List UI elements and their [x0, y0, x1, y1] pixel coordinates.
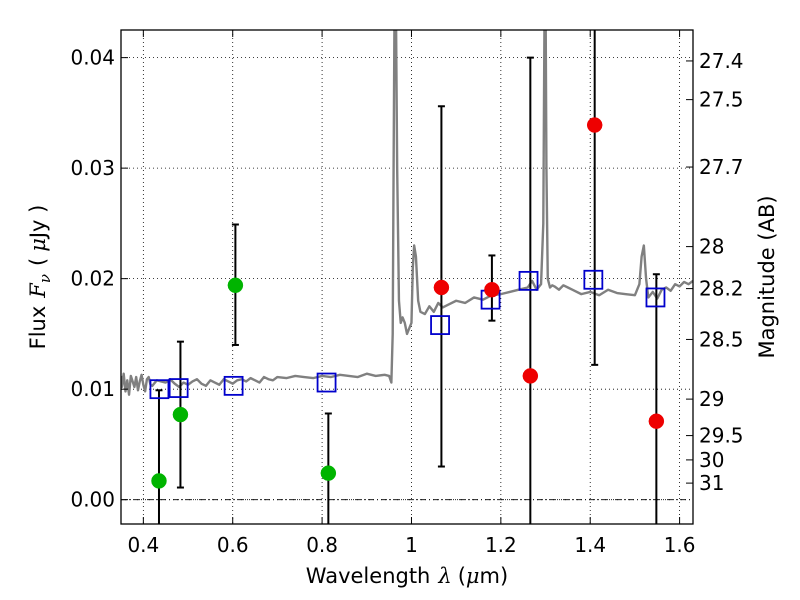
- x-axis-label: Wavelength λ (μm): [306, 564, 508, 588]
- y2-tick-label-3: 28: [699, 235, 724, 259]
- data-layer: [121, 30, 693, 396]
- model-spectrum-line: [121, 30, 693, 396]
- y2-axis-label: Magnitude (AB): [755, 195, 779, 358]
- y-axis-label-text: Flux: [26, 306, 50, 350]
- y-axis-label: Flux Fν ( μJy ): [26, 205, 54, 350]
- x-axis-label-mu: μ: [466, 564, 480, 588]
- y2-tick-label-4: 28.2: [699, 277, 744, 301]
- tick-layer: 0.4 0.6 0.8 1 1.2 1.4 1.6 0.00 0.01 0.02 0.03 0.04 2…: [70, 30, 744, 557]
- red-points-dot-3: [586, 117, 603, 133]
- x-axis-label-symbol: λ: [437, 564, 451, 588]
- green-points-dot-0: [151, 473, 167, 489]
- model-photometry-square-2: [223, 375, 244, 396]
- green-points-dot-3: [320, 465, 337, 481]
- x-axis-label-text: Wavelength: [306, 564, 431, 588]
- x-tick-label-6: 1.6: [664, 533, 696, 557]
- grid: [121, 30, 693, 524]
- y-axis-label-unit: Jy ): [26, 205, 50, 241]
- y2-tick-label-1: 27.5: [699, 88, 744, 112]
- y2-tick-label-0: 27.4: [699, 49, 744, 73]
- model-photometry-square-8: [645, 287, 666, 308]
- y-axis-label-mu: μ: [26, 238, 50, 252]
- model-photometry-square-3: [316, 372, 337, 393]
- y-axis-label-open: (: [26, 258, 50, 266]
- x-tick-label-5: 1.4: [574, 533, 606, 557]
- x-tick-label-2: 0.8: [306, 533, 338, 557]
- plot-frame: [120, 29, 694, 525]
- y-tick-label-3: 0.03: [70, 156, 115, 180]
- model-photometry-square-0: [149, 379, 170, 400]
- y2-tick-label-7: 29.5: [699, 424, 744, 448]
- x-axis-label-unit: m): [480, 564, 509, 588]
- green-points-dot-1: [172, 406, 189, 423]
- y2-tick-label-5: 28.5: [699, 327, 744, 351]
- y-axis-label-symbol: F: [26, 282, 50, 299]
- red-points-dot-4: [648, 413, 665, 429]
- y-tick-label-4: 0.04: [70, 46, 115, 70]
- red-points-dot-0: [433, 279, 450, 296]
- model-photometry-square-4: [430, 315, 450, 335]
- y-tick-label-0: 0.00: [70, 488, 115, 512]
- y-tick-label-1: 0.01: [70, 377, 115, 401]
- x-axis-label-open: (: [458, 564, 466, 588]
- y-axis-label-subscript: ν: [36, 274, 54, 283]
- red-points-dot-1: [484, 281, 500, 298]
- y2-tick-label-6: 29: [699, 387, 724, 411]
- y2-tick-label-2: 27.7: [699, 155, 744, 179]
- model-photometry-square-1: [168, 378, 189, 398]
- model-photometry-square-7: [583, 269, 604, 290]
- red-points-dot-2: [522, 368, 539, 384]
- y2-tick-label-9: 31: [699, 471, 724, 495]
- y-tick-label-2: 0.02: [70, 267, 115, 291]
- x-tick-label-1: 0.6: [217, 533, 249, 557]
- x-tick-label-3: 1: [405, 533, 418, 557]
- x-tick-label-0: 0.4: [127, 533, 159, 557]
- marker-layer: [149, 117, 666, 489]
- green-points-dot-2: [227, 277, 244, 294]
- y2-tick-label-8: 30: [699, 448, 724, 472]
- x-tick-label-4: 1.2: [485, 533, 517, 557]
- model-photometry-square-6: [518, 270, 539, 291]
